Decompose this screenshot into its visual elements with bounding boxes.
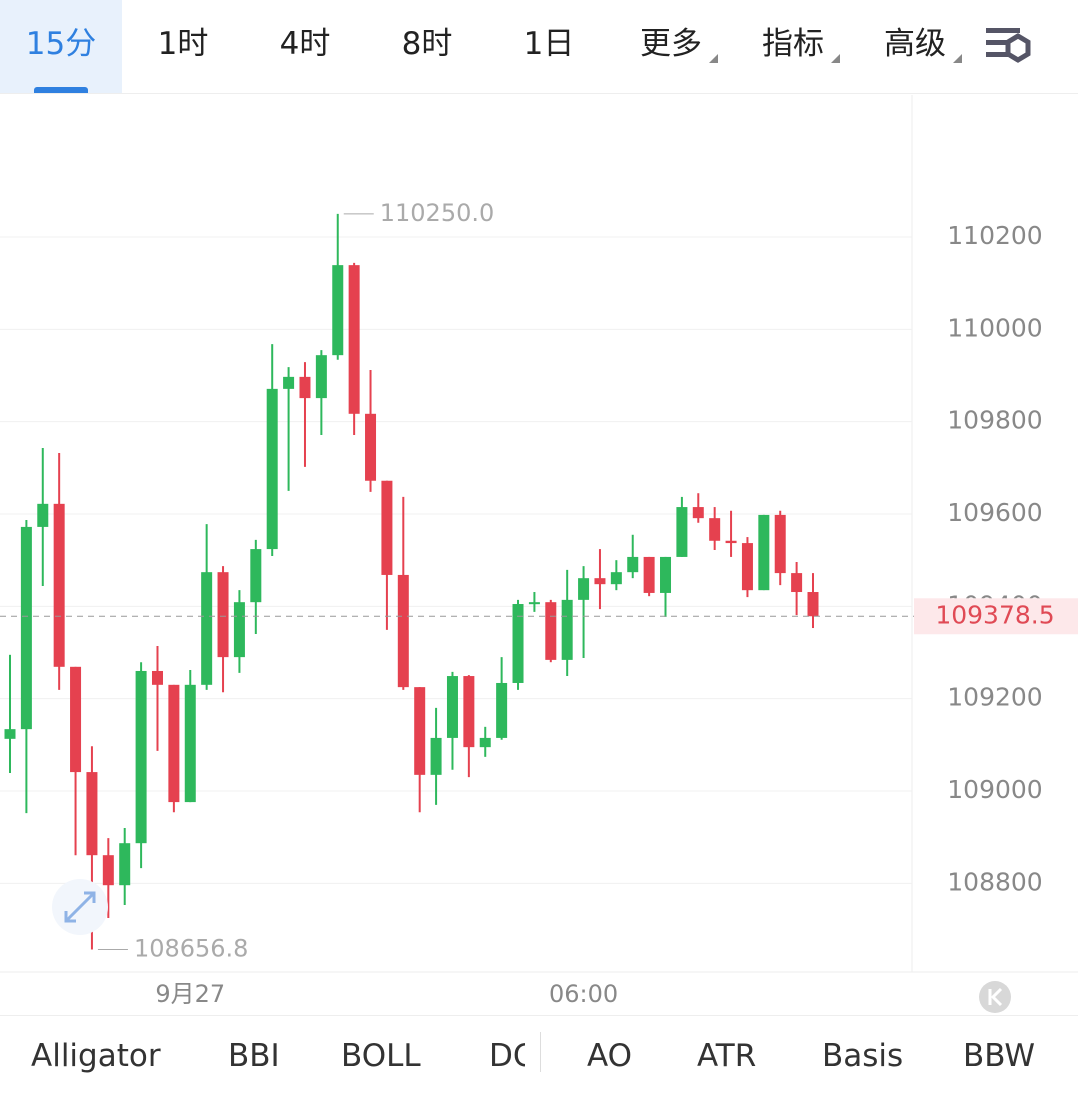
timeframe-tab[interactable]: 1日 bbox=[523, 26, 575, 62]
candle-body bbox=[807, 592, 819, 617]
candle-body bbox=[233, 602, 245, 658]
candle-body bbox=[545, 602, 557, 660]
y-tick-label: 108800 bbox=[947, 867, 1042, 896]
y-tick-label: 110200 bbox=[947, 221, 1042, 250]
candle-body bbox=[299, 376, 311, 399]
min-label: 108656.8 bbox=[134, 934, 249, 962]
candle-body bbox=[528, 602, 540, 605]
candle-body bbox=[774, 514, 786, 574]
timeframe-tab[interactable]: 8时 bbox=[401, 26, 453, 62]
y-tick-label: 110000 bbox=[947, 313, 1042, 342]
candle-body bbox=[791, 573, 803, 593]
candle-body bbox=[184, 684, 196, 803]
candle-body bbox=[217, 572, 229, 658]
candle-body bbox=[414, 687, 426, 775]
candle-body bbox=[709, 518, 721, 541]
candle-body bbox=[692, 507, 704, 519]
separator bbox=[540, 1032, 541, 1072]
candle-body bbox=[741, 543, 753, 591]
candle-body bbox=[119, 843, 131, 886]
indicator[interactable]: BBI bbox=[228, 1038, 280, 1074]
timeframe-tab[interactable]: 4时 bbox=[279, 26, 331, 62]
candle-body bbox=[479, 737, 491, 748]
candle-body bbox=[463, 676, 475, 748]
candle-body bbox=[758, 514, 770, 591]
candle-body bbox=[610, 572, 622, 585]
indicator[interactable]: DC bbox=[489, 1038, 525, 1074]
candle-body bbox=[578, 578, 590, 600]
candle-body bbox=[430, 737, 442, 775]
candle-body bbox=[496, 682, 508, 738]
candle-body bbox=[446, 676, 458, 738]
timeframe-bar: 15分 1时 4时 8时 1日 更多 指标 高级 bbox=[0, 0, 1078, 94]
indicator[interactable]: Basis bbox=[822, 1038, 904, 1074]
y-tick-label: 109200 bbox=[947, 683, 1042, 712]
candle-body bbox=[135, 670, 147, 844]
candle-body bbox=[561, 599, 573, 660]
candle-body bbox=[643, 556, 655, 593]
menu-tab[interactable]: 高级 bbox=[854, 0, 976, 93]
candle-body bbox=[151, 670, 163, 685]
indicator-bar: Alligator BBI BOLL DC AO ATR Basis BBW bbox=[0, 1015, 1078, 1098]
candle-body bbox=[53, 503, 65, 667]
y-tick-label: 109000 bbox=[947, 775, 1042, 804]
candle-body bbox=[332, 265, 344, 356]
candle-body bbox=[315, 355, 327, 399]
indicator[interactable]: AO bbox=[587, 1038, 633, 1074]
menu-tab[interactable]: 更多 bbox=[610, 0, 732, 93]
settings-icon[interactable] bbox=[976, 0, 1050, 93]
candle-body bbox=[348, 265, 360, 414]
candle-body bbox=[594, 578, 606, 585]
candle-body bbox=[725, 540, 737, 544]
candle-body bbox=[201, 572, 213, 685]
x-tick-label: 06:00 bbox=[549, 980, 618, 1008]
reset-icon bbox=[988, 987, 1003, 1007]
price-label: 109378.5 bbox=[935, 600, 1054, 629]
candle-body bbox=[102, 855, 114, 886]
candle-body bbox=[365, 413, 377, 481]
candle-body bbox=[676, 507, 688, 557]
x-tick-label: 9月27 bbox=[155, 980, 225, 1008]
indicator[interactable]: BBW bbox=[963, 1038, 1036, 1074]
menu-tab[interactable]: 指标 bbox=[732, 0, 854, 93]
candle-body bbox=[20, 526, 32, 730]
indicator[interactable]: BOLL bbox=[341, 1038, 421, 1074]
y-tick-label: 109800 bbox=[947, 406, 1042, 435]
candle-body bbox=[168, 684, 180, 803]
candle-body bbox=[4, 729, 16, 739]
indicator[interactable]: Alligator bbox=[31, 1038, 161, 1074]
candle-body bbox=[381, 480, 393, 575]
candle-body bbox=[627, 556, 639, 573]
timeframe-tab[interactable]: 15分 bbox=[0, 0, 122, 93]
candle-body bbox=[250, 549, 262, 603]
candle-body bbox=[37, 503, 49, 527]
price-box bbox=[914, 598, 1078, 635]
indicator[interactable]: ATR bbox=[697, 1038, 757, 1074]
candle-body bbox=[86, 772, 98, 856]
candle-body bbox=[397, 574, 409, 688]
candle-body bbox=[512, 604, 524, 683]
timeframe-tab[interactable]: 1时 bbox=[157, 26, 209, 62]
y-tick-label: 109600 bbox=[947, 498, 1042, 527]
candle-body bbox=[660, 556, 672, 593]
max-label: 110250.0 bbox=[380, 199, 495, 227]
expand-icon bbox=[64, 891, 96, 923]
candle-body bbox=[266, 388, 278, 550]
candle-body bbox=[70, 666, 82, 773]
candle-body bbox=[283, 376, 295, 389]
